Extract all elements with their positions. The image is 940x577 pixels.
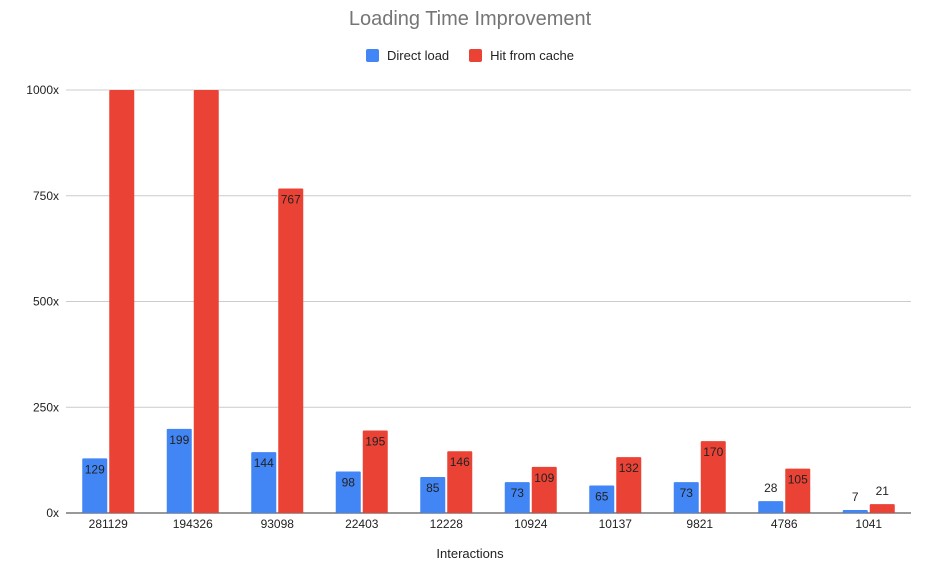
bar-direct-load xyxy=(335,471,361,513)
x-tick-label: 22403 xyxy=(345,517,379,531)
data-label: 73 xyxy=(511,486,525,500)
x-tick-label: 10137 xyxy=(599,517,633,531)
x-tick-label: 194326 xyxy=(173,517,213,531)
bar-hit-from-cache xyxy=(785,468,811,513)
x-tick-label: 93098 xyxy=(261,517,295,531)
data-label: 85 xyxy=(426,481,440,495)
data-label: 98 xyxy=(342,476,356,490)
data-label: 129 xyxy=(85,462,105,476)
legend-label-direct-load: Direct load xyxy=(387,48,450,63)
data-label: 21 xyxy=(876,484,890,498)
chart-title: Loading Time Improvement xyxy=(348,8,592,30)
x-tick-label: 1041 xyxy=(855,517,882,531)
legend-swatch-direct-load xyxy=(366,49,380,62)
x-tick-label: 10924 xyxy=(514,517,548,531)
x-tick-label: 281129 xyxy=(89,517,128,531)
bar-hit-from-cache xyxy=(616,457,642,513)
data-label: 109 xyxy=(534,471,554,485)
x-tick-label: 9821 xyxy=(686,517,713,531)
y-tick-label: 0x xyxy=(46,506,59,520)
bar-direct-load xyxy=(758,501,784,513)
bar-hit-from-cache xyxy=(700,441,726,513)
legend-label-hit-from-cache: Hit from cache xyxy=(490,48,574,63)
data-label: 132 xyxy=(619,461,639,475)
legend: Direct load Hit from cache xyxy=(0,48,940,63)
bar-hit-from-cache xyxy=(869,504,895,513)
bar-direct-load xyxy=(504,482,530,513)
x-tick-label: 12228 xyxy=(430,517,464,531)
x-tick-label: 4786 xyxy=(771,517,798,531)
x-axis-label: Interactions xyxy=(436,546,504,561)
data-label: 73 xyxy=(680,486,694,500)
data-label: 105 xyxy=(788,473,808,487)
bar-direct-load xyxy=(589,485,615,513)
data-label: 767 xyxy=(281,193,301,207)
y-tick-label: 1000x xyxy=(26,83,59,97)
legend-item-hit-from-cache: Hit from cache xyxy=(469,48,574,63)
bar-direct-load xyxy=(842,510,868,513)
data-label: 195 xyxy=(365,435,385,449)
bar-hit-from-cache xyxy=(362,430,388,513)
bar-hit-from-cache xyxy=(278,188,304,513)
legend-swatch-hit-from-cache xyxy=(469,49,483,62)
data-label: 7 xyxy=(852,490,859,504)
bar-hit-from-cache xyxy=(109,90,135,513)
bar-direct-load xyxy=(166,428,192,513)
data-label: 65 xyxy=(595,490,609,504)
bar-direct-load xyxy=(82,458,108,513)
bar-direct-load xyxy=(251,452,277,513)
data-label: 146 xyxy=(450,455,470,469)
bar-hit-from-cache xyxy=(531,466,557,513)
data-label: 144 xyxy=(254,456,274,470)
bar-direct-load xyxy=(420,477,446,513)
data-label: 199 xyxy=(169,433,189,447)
bar-hit-from-cache xyxy=(193,90,219,513)
data-label: 28 xyxy=(764,481,778,495)
legend-item-direct-load: Direct load xyxy=(366,48,449,63)
bar-hit-from-cache xyxy=(447,451,473,513)
y-tick-label: 500x xyxy=(33,295,59,309)
data-label: 170 xyxy=(703,445,723,459)
y-tick-label: 750x xyxy=(33,189,59,203)
y-tick-label: 250x xyxy=(33,400,59,414)
bar-direct-load xyxy=(673,482,699,513)
